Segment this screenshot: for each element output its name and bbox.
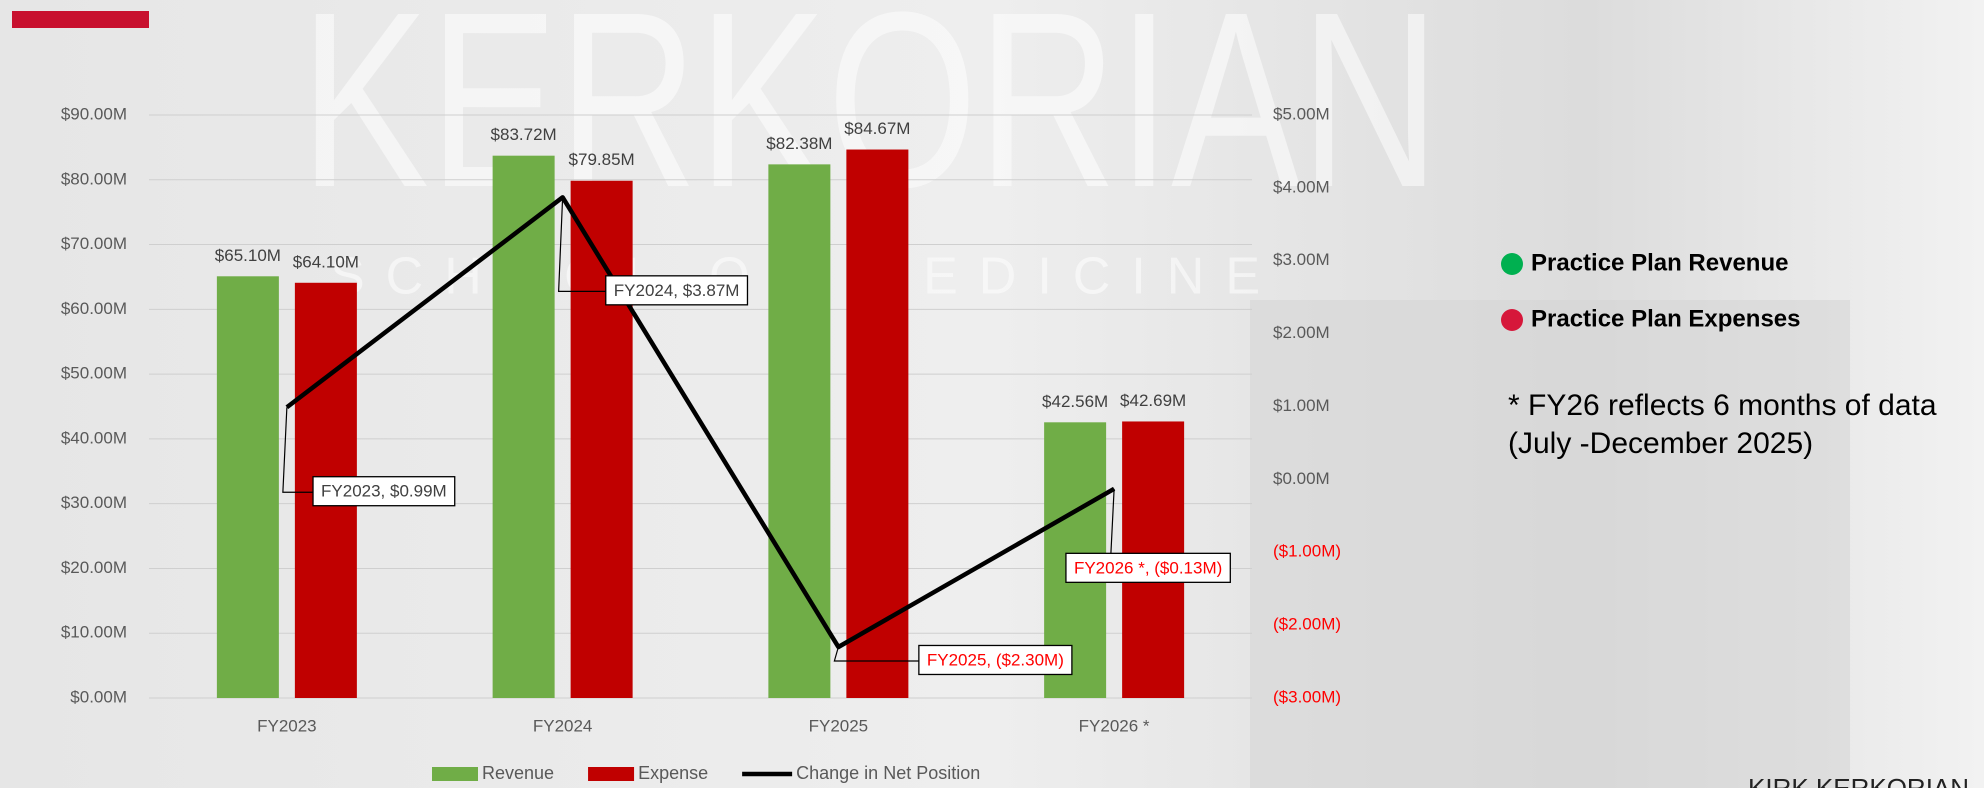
- accent-bar: [12, 11, 149, 28]
- side-legend-label: Practice Plan Expenses: [1531, 305, 1800, 332]
- line-data-label: FY2026 *, ($0.13M): [1074, 558, 1222, 577]
- net-position-line: [285, 195, 1116, 650]
- note: * FY26 reflects 6 months of data: [1508, 389, 1937, 422]
- x-tick-label: FY2024: [533, 716, 593, 735]
- data-label: $64.10M: [293, 252, 359, 271]
- bar: [570, 180, 633, 698]
- line-data-label: FY2024, $3.87M: [614, 281, 740, 300]
- legend-swatch: [588, 767, 635, 781]
- y2-tick-label: $5.00M: [1273, 104, 1330, 123]
- data-label: $84.67M: [844, 119, 910, 138]
- side-legend-dot: [1501, 309, 1523, 331]
- legend-label: Revenue: [482, 763, 554, 783]
- legend-label: Expense: [638, 763, 708, 783]
- data-label: $65.10M: [215, 246, 281, 265]
- data-label: $79.85M: [569, 150, 635, 169]
- y2-tick-label: $1.00M: [1273, 396, 1330, 415]
- side-legend-dot: [1501, 253, 1523, 275]
- leader-line: [282, 407, 314, 493]
- y-tick-label: $0.00M: [70, 687, 127, 706]
- y-tick-label: $20.00M: [61, 558, 127, 577]
- x-tick-label: FY2023: [257, 716, 317, 735]
- x-tick-label: FY2026 *: [1079, 716, 1150, 735]
- leader-line: [833, 646, 919, 662]
- y-tick-label: $30.00M: [61, 493, 127, 512]
- y-tick-label: $10.00M: [61, 623, 127, 642]
- brand: KIRK KERKORIAN: [1748, 773, 1969, 788]
- y2-tick-label: ($1.00M): [1273, 542, 1341, 561]
- note: (July -December 2025): [1508, 427, 1813, 460]
- line-data-label: FY2025, ($2.30M): [927, 650, 1064, 669]
- bar: [492, 155, 555, 699]
- y-tick-label: $60.00M: [61, 299, 127, 318]
- y-tick-label: $80.00M: [61, 169, 127, 188]
- label-box: [605, 275, 749, 306]
- label-box: [918, 644, 1073, 676]
- y2-tick-label: $0.00M: [1273, 469, 1330, 488]
- legend-label: Change in Net Position: [796, 763, 980, 783]
- y-tick-label: $90.00M: [61, 104, 127, 123]
- y-tick-label: $70.00M: [61, 234, 127, 253]
- data-label: $82.38M: [766, 134, 832, 153]
- side-legend-label: Practice Plan Revenue: [1531, 249, 1788, 276]
- x-tick-label: FY2025: [809, 716, 869, 735]
- data-label: $42.56M: [1042, 392, 1108, 411]
- data-label: $83.72M: [491, 125, 557, 144]
- bar: [846, 149, 909, 698]
- y2-tick-label: $3.00M: [1273, 250, 1330, 269]
- y-tick-label: $50.00M: [61, 364, 127, 383]
- y2-tick-label: $2.00M: [1273, 323, 1330, 342]
- bar: [768, 164, 831, 699]
- y2-tick-label: $4.00M: [1273, 177, 1330, 196]
- line-data-label: FY2023, $0.99M: [321, 482, 447, 501]
- y2-tick-label: ($3.00M): [1273, 687, 1341, 706]
- label-box: [312, 476, 456, 507]
- label-box: [1065, 552, 1231, 583]
- data-label: $42.69M: [1120, 391, 1186, 410]
- legend-swatch: [432, 767, 478, 781]
- leader-line: [557, 197, 606, 292]
- background-building: [1250, 300, 1850, 788]
- y2-tick-label: ($2.00M): [1273, 615, 1341, 634]
- bar: [216, 276, 279, 698]
- y-tick-label: $40.00M: [61, 428, 127, 447]
